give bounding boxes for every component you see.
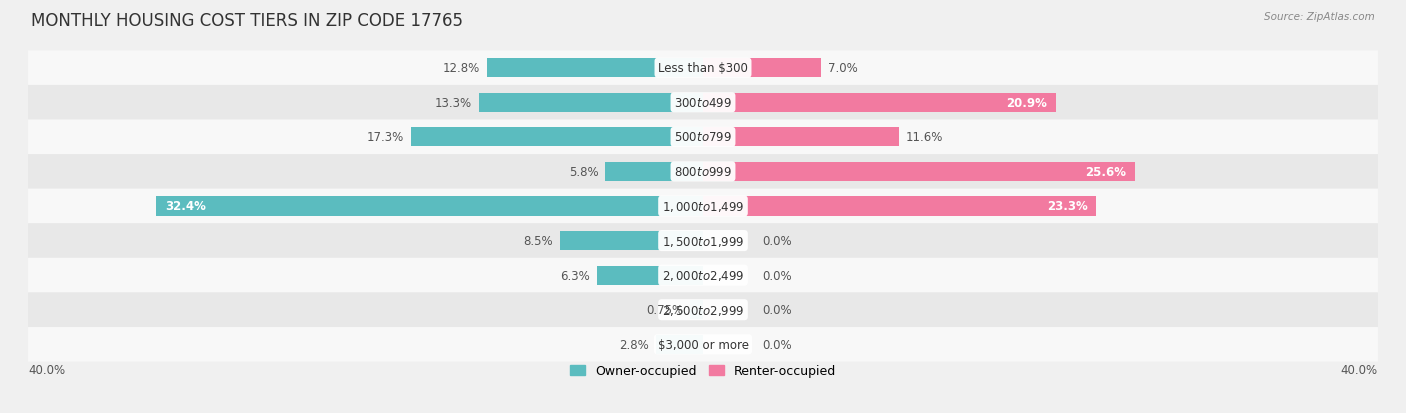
Text: 17.3%: 17.3% bbox=[367, 131, 405, 144]
Text: $2,000 to $2,499: $2,000 to $2,499 bbox=[662, 268, 744, 282]
Text: 23.3%: 23.3% bbox=[1047, 200, 1088, 213]
Text: 25.6%: 25.6% bbox=[1085, 166, 1126, 178]
Text: $3,000 or more: $3,000 or more bbox=[658, 338, 748, 351]
Bar bbox=[478, 93, 703, 112]
Bar bbox=[703, 128, 898, 147]
Bar bbox=[690, 301, 703, 320]
Bar bbox=[411, 128, 703, 147]
FancyBboxPatch shape bbox=[28, 224, 1378, 258]
Bar bbox=[703, 197, 1097, 216]
Text: 0.0%: 0.0% bbox=[762, 269, 792, 282]
FancyBboxPatch shape bbox=[28, 189, 1378, 224]
Bar bbox=[703, 93, 1056, 112]
Text: 6.3%: 6.3% bbox=[560, 269, 591, 282]
FancyBboxPatch shape bbox=[28, 51, 1378, 86]
Text: $500 to $799: $500 to $799 bbox=[673, 131, 733, 144]
Bar bbox=[560, 232, 703, 250]
Bar bbox=[156, 197, 703, 216]
Text: $1,500 to $1,999: $1,500 to $1,999 bbox=[662, 234, 744, 248]
Bar bbox=[703, 163, 1135, 181]
Text: $300 to $499: $300 to $499 bbox=[673, 97, 733, 109]
Text: $800 to $999: $800 to $999 bbox=[673, 166, 733, 178]
Text: $1,000 to $1,499: $1,000 to $1,499 bbox=[662, 199, 744, 214]
Legend: Owner-occupied, Renter-occupied: Owner-occupied, Renter-occupied bbox=[565, 359, 841, 382]
Text: MONTHLY HOUSING COST TIERS IN ZIP CODE 17765: MONTHLY HOUSING COST TIERS IN ZIP CODE 1… bbox=[31, 12, 463, 30]
Text: 32.4%: 32.4% bbox=[165, 200, 205, 213]
Text: 0.75%: 0.75% bbox=[647, 304, 683, 316]
Bar bbox=[596, 266, 703, 285]
Text: 12.8%: 12.8% bbox=[443, 62, 481, 75]
Bar bbox=[486, 59, 703, 78]
Text: 13.3%: 13.3% bbox=[434, 97, 472, 109]
Text: $2,500 to $2,999: $2,500 to $2,999 bbox=[662, 303, 744, 317]
Text: 0.0%: 0.0% bbox=[762, 304, 792, 316]
Text: Source: ZipAtlas.com: Source: ZipAtlas.com bbox=[1264, 12, 1375, 22]
FancyBboxPatch shape bbox=[28, 258, 1378, 293]
Text: 40.0%: 40.0% bbox=[28, 363, 65, 376]
Text: 0.0%: 0.0% bbox=[762, 235, 792, 247]
Text: 11.6%: 11.6% bbox=[905, 131, 943, 144]
Text: 2.8%: 2.8% bbox=[619, 338, 650, 351]
FancyBboxPatch shape bbox=[28, 327, 1378, 362]
Text: 7.0%: 7.0% bbox=[828, 62, 858, 75]
Text: 20.9%: 20.9% bbox=[1007, 97, 1047, 109]
Text: 5.8%: 5.8% bbox=[569, 166, 599, 178]
FancyBboxPatch shape bbox=[28, 155, 1378, 189]
Text: 0.0%: 0.0% bbox=[762, 338, 792, 351]
Text: 8.5%: 8.5% bbox=[523, 235, 553, 247]
Bar bbox=[605, 163, 703, 181]
FancyBboxPatch shape bbox=[28, 86, 1378, 120]
Text: 40.0%: 40.0% bbox=[1341, 363, 1378, 376]
Text: Less than $300: Less than $300 bbox=[658, 62, 748, 75]
Bar bbox=[655, 335, 703, 354]
FancyBboxPatch shape bbox=[28, 120, 1378, 155]
FancyBboxPatch shape bbox=[28, 293, 1378, 327]
Bar bbox=[703, 59, 821, 78]
